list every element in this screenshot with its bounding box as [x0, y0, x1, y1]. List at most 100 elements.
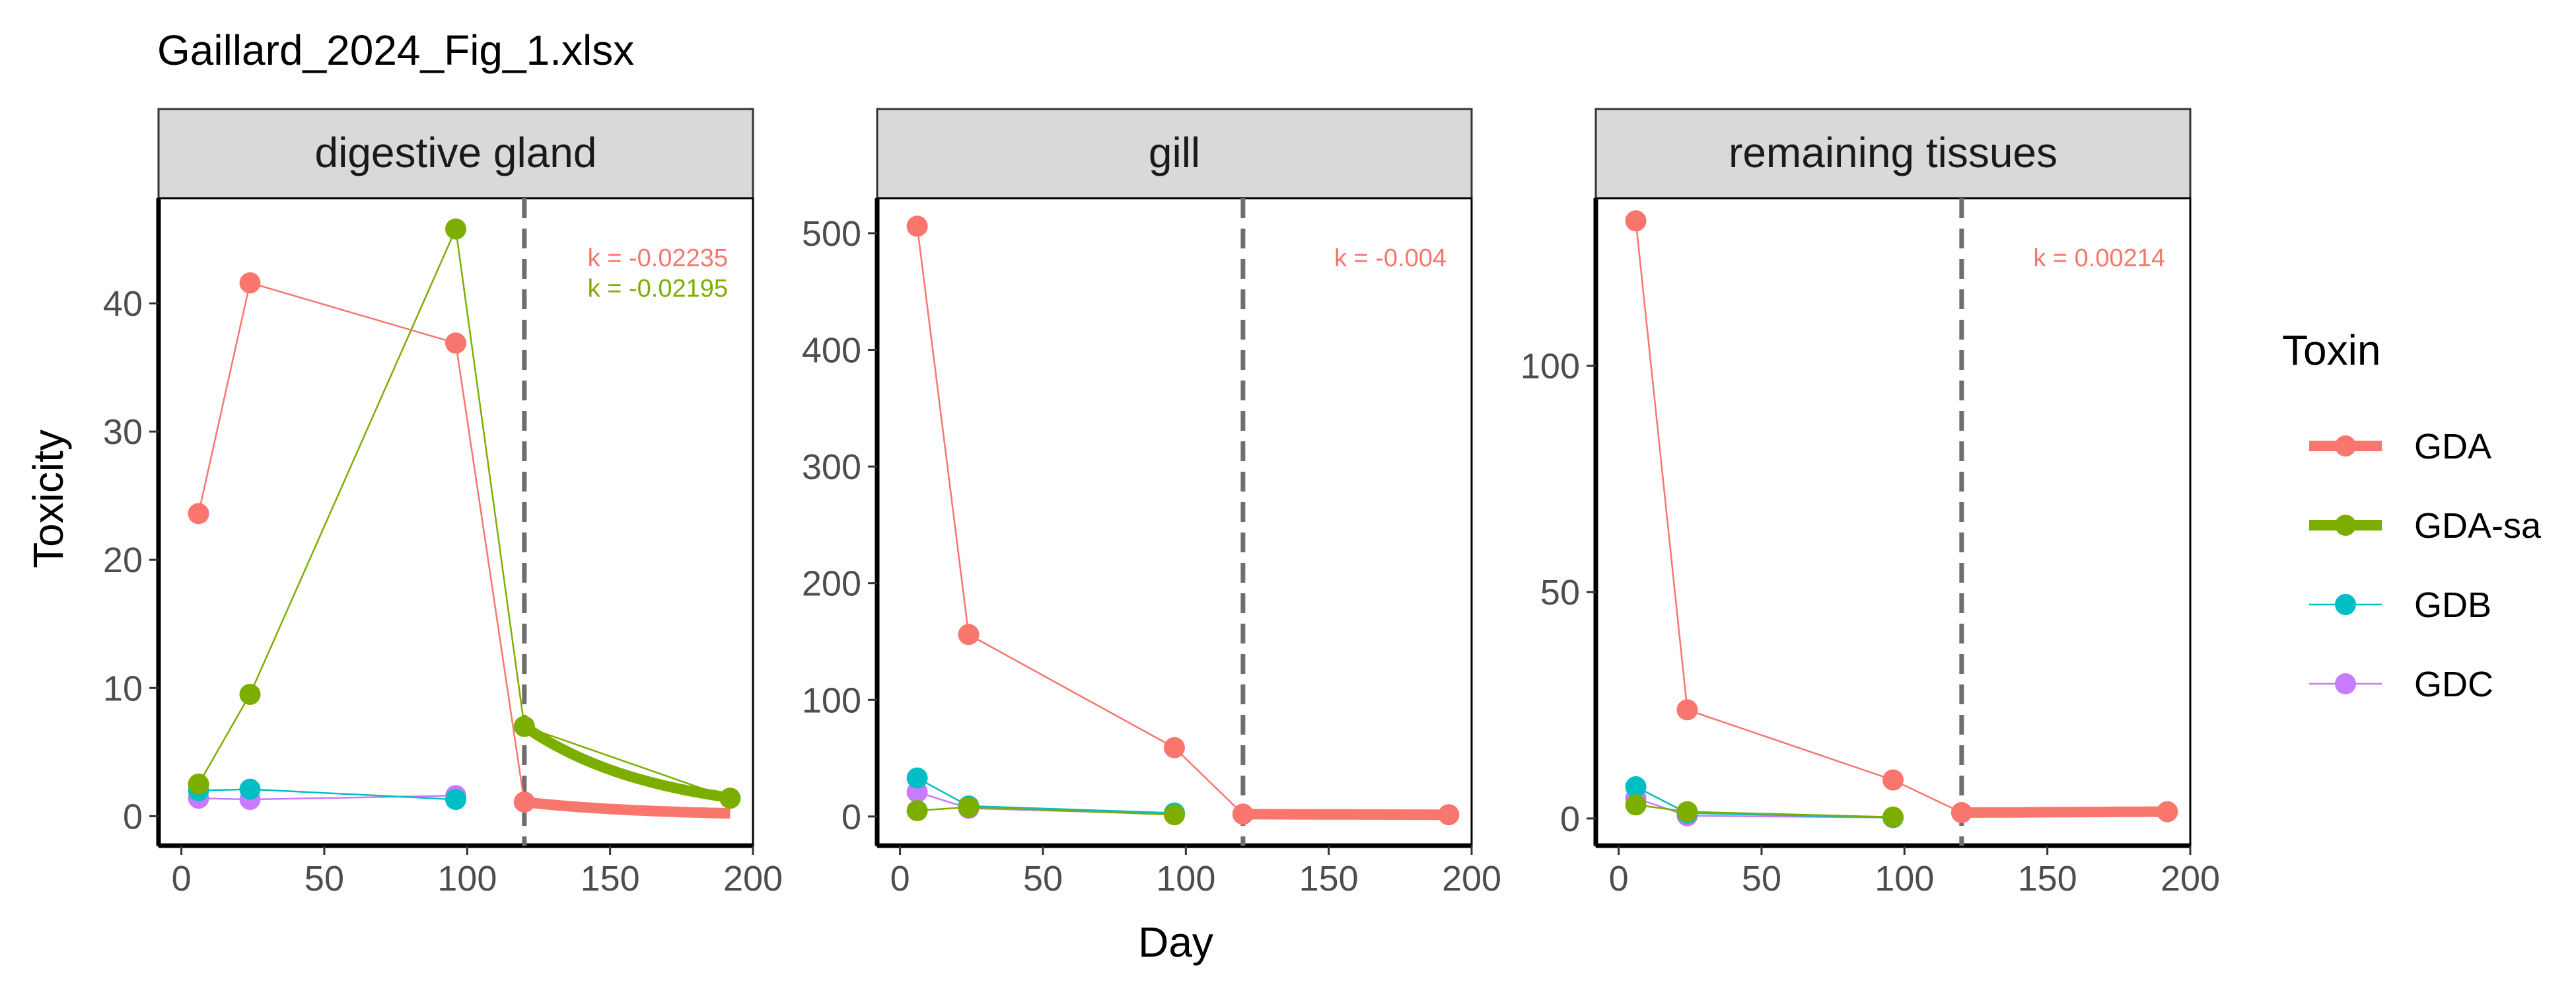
y-tick-label: 400 — [802, 331, 861, 371]
legend-title: Toxin — [2282, 326, 2380, 374]
data-point-gdb — [239, 778, 261, 800]
facet-label: remaining tissues — [1729, 129, 2057, 176]
data-point-gda — [445, 332, 466, 354]
data-point-gda-sa — [906, 800, 928, 821]
data-point-gda — [1676, 699, 1698, 721]
x-tick-label: 0 — [890, 859, 910, 899]
legend-label: GDC — [2414, 665, 2493, 704]
y-tick-label: 0 — [123, 797, 143, 836]
rate-constant-label: k = 0.00214 — [2033, 244, 2165, 272]
x-tick-label: 100 — [1156, 859, 1215, 899]
x-tick-label: 150 — [2018, 859, 2077, 899]
legend-key-point — [2335, 594, 2356, 615]
data-point-gda-sa — [958, 796, 980, 818]
fit-curve-gda — [1961, 806, 2168, 818]
y-tick-label: 50 — [1540, 573, 1580, 612]
data-point-gda — [1882, 769, 1904, 791]
figure-title: Gaillard_2024_Fig_1.xlsx — [157, 26, 634, 74]
data-point-gda — [188, 503, 209, 525]
fit-curve-gda — [523, 797, 731, 819]
data-point-gda-sa — [719, 788, 741, 809]
rate-constant-label: k = -0.02235 — [588, 244, 728, 272]
panel-gill: gill 0 50 100 150 200 0 100 200 300 400 500 k = -0.0… — [802, 108, 1501, 899]
data-point-gda-sa — [1882, 806, 1904, 828]
legend-key-point — [2335, 515, 2356, 536]
data-point-gda — [2157, 801, 2178, 823]
series-line-gdc — [917, 791, 1175, 815]
y-tick-label: 10 — [103, 669, 143, 708]
data-point-gda — [513, 791, 535, 813]
facet-strip — [157, 108, 754, 200]
y-tick-label: 0 — [1560, 799, 1580, 839]
y-tick-label: 200 — [802, 564, 861, 604]
x-tick-label: 150 — [1299, 859, 1359, 899]
legend-label: GDA-sa — [2414, 506, 2542, 546]
data-point-gda — [239, 272, 261, 294]
panel-remaining-tissues: remaining tissues 0 50 100 150 200 0 50 100 k = 0… — [1521, 108, 2220, 899]
series-line-gda — [916, 226, 1449, 816]
data-point-gda — [1164, 737, 1185, 758]
legend: Toxin GDA GDA-sa GDB GDC — [2282, 326, 2542, 704]
legend-item-gdc: GDC — [2309, 665, 2493, 704]
data-point-gdb — [1625, 776, 1647, 797]
data-point-gda — [1438, 804, 1460, 826]
fit-curve-gda — [1242, 809, 1449, 821]
x-tick-label: 0 — [1609, 859, 1629, 899]
panel-border — [1594, 197, 2192, 847]
x-axis-title: Day — [1138, 918, 1213, 966]
x-tick-label: 200 — [723, 859, 783, 899]
data-point-gdb — [906, 767, 928, 789]
series-line-gda — [197, 281, 526, 803]
x-tick-label: 100 — [1875, 859, 1934, 899]
fit-curve-gda-sa — [521, 721, 731, 803]
data-point-gda — [906, 215, 928, 237]
y-tick-label: 300 — [802, 447, 861, 487]
y-tick-label: 100 — [802, 680, 861, 720]
legend-item-gda: GDA — [2309, 427, 2491, 466]
rate-constant-label: k = -0.004 — [1334, 244, 1447, 272]
y-tick-label: 40 — [103, 284, 143, 324]
series-line-gda — [1635, 221, 2168, 814]
x-tick-label: 0 — [172, 859, 192, 899]
y-tick-label: 20 — [103, 540, 143, 580]
x-tick-label: 100 — [437, 859, 497, 899]
facet-strip — [876, 108, 1473, 200]
panels: digestive gland 0 50 100 150 200 0 10 20 30 40 k = … — [103, 108, 2220, 899]
panel-digestive-gland: digestive gland 0 50 100 150 200 0 10 20 30 40 k = … — [103, 108, 783, 899]
y-tick-label: 0 — [841, 797, 861, 837]
legend-label: GDB — [2414, 585, 2491, 625]
data-point-gda — [1232, 803, 1254, 825]
series-line-gda-sa — [197, 226, 731, 799]
y-tick-label: 500 — [802, 214, 861, 254]
y-tick-label: 30 — [103, 412, 143, 452]
data-point-gda-sa — [1625, 794, 1647, 816]
x-tick-label: 50 — [1023, 859, 1063, 899]
x-tick-label: 50 — [304, 859, 344, 899]
legend-label: GDA — [2414, 427, 2491, 466]
x-tick-label: 50 — [1742, 859, 1781, 899]
x-tick-label: 150 — [581, 859, 640, 899]
data-point-gda-sa — [1164, 804, 1185, 826]
data-point-gda — [1625, 210, 1647, 232]
data-point-gda-sa — [1676, 801, 1698, 823]
y-tick-label: 100 — [1521, 347, 1580, 386]
y-axis-title: Toxicity — [24, 429, 72, 568]
data-point-gda-sa — [445, 218, 466, 240]
legend-item-gda-sa: GDA-sa — [2309, 506, 2542, 546]
legend-key-point — [2335, 673, 2356, 694]
data-point-gda-sa — [513, 716, 535, 737]
rate-constant-label: k = -0.02195 — [588, 275, 728, 303]
data-point-gda — [958, 624, 980, 645]
data-point-gda-sa — [239, 684, 261, 705]
facet-label: digestive gland — [315, 129, 597, 176]
data-point-gdb — [445, 789, 466, 811]
facet-label: gill — [1149, 129, 1200, 176]
legend-item-gdb: GDB — [2309, 585, 2491, 625]
x-tick-label: 200 — [2161, 859, 2220, 899]
data-point-gda — [1950, 802, 1972, 823]
data-point-gda-sa — [188, 773, 209, 795]
x-tick-label: 200 — [1442, 859, 1501, 899]
facet-strip — [1594, 108, 2192, 200]
legend-key-point — [2335, 435, 2356, 457]
